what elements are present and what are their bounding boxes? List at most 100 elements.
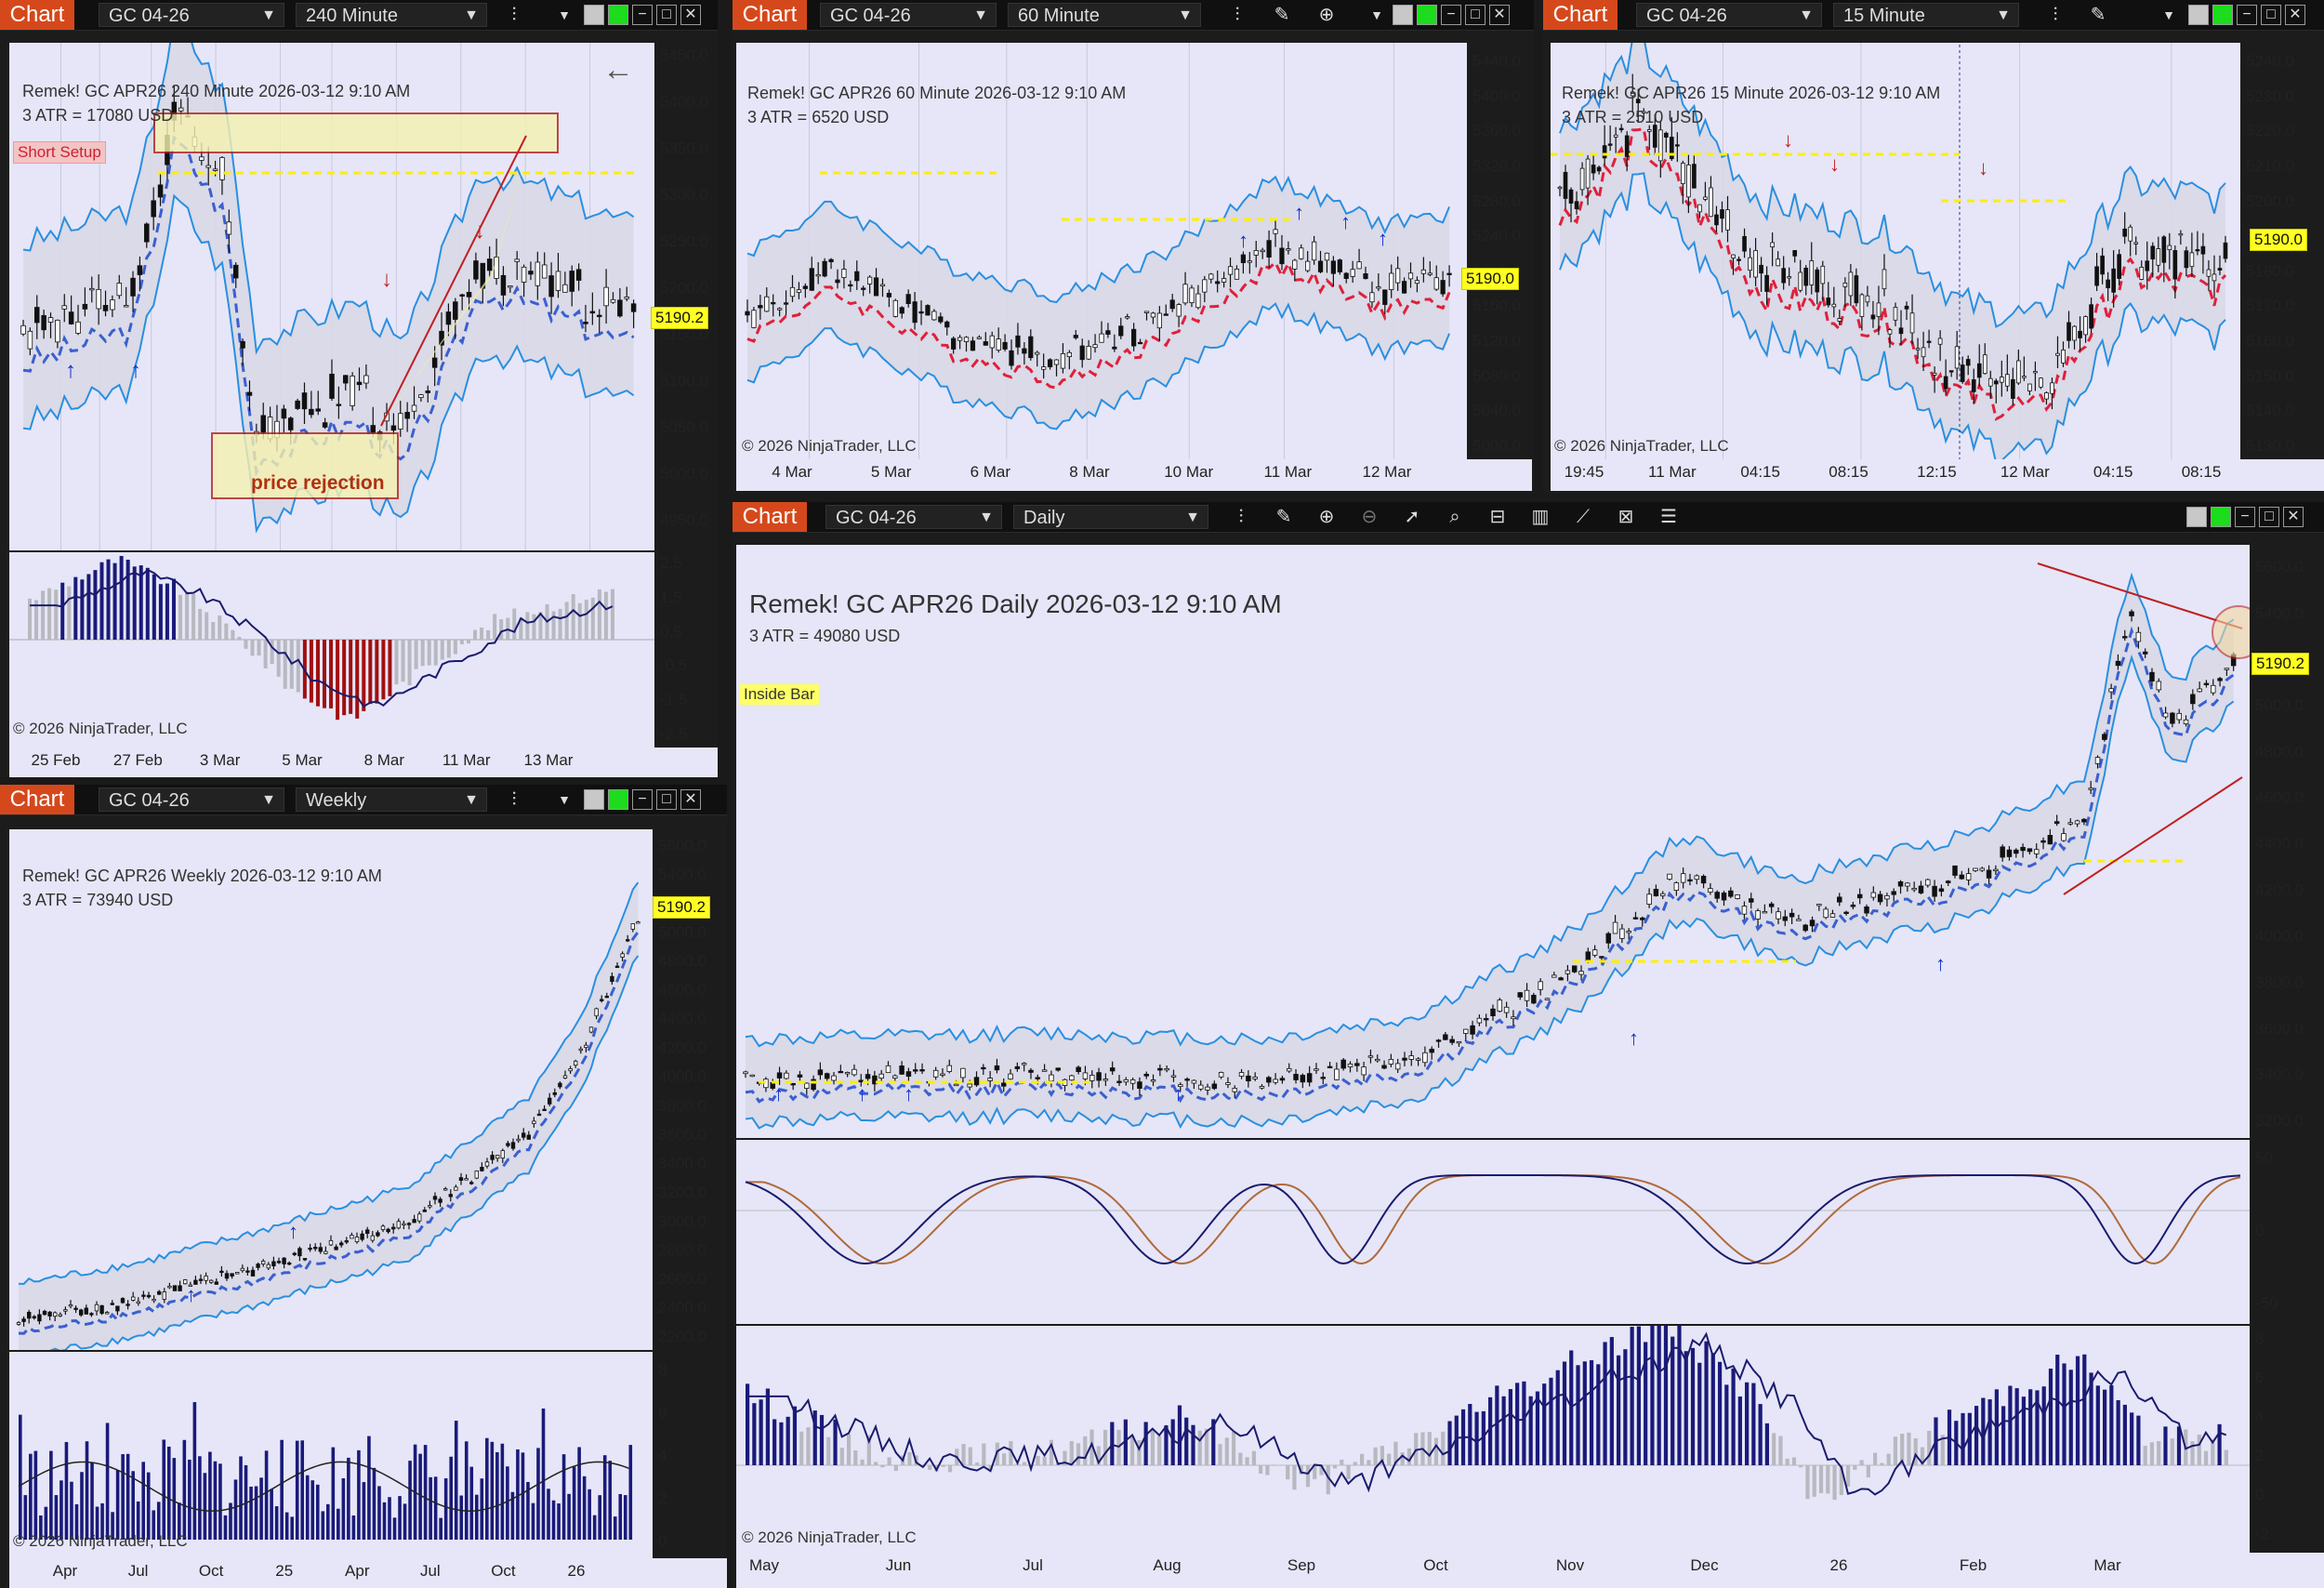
templates-icon[interactable]: ⊠ — [1618, 507, 1634, 527]
link-grey-button[interactable] — [584, 5, 604, 25]
zoom-in-icon[interactable]: ⊕ — [1318, 5, 1335, 25]
bar-style-icon[interactable]: ⫶ — [2053, 5, 2058, 25]
histogram-bar — [1582, 1361, 1587, 1465]
close-icon[interactable]: ✕ — [1489, 5, 1510, 25]
interval-selector[interactable]: Daily ▼ — [1013, 505, 1208, 529]
median-line — [1558, 126, 2227, 421]
pencil-icon[interactable]: ✎ — [1275, 507, 1292, 527]
link-grey-button[interactable] — [584, 789, 604, 810]
bar-style-icon[interactable]: ⫶ — [511, 5, 517, 25]
volume-bar — [398, 1496, 402, 1540]
back-arrow-icon[interactable]: ← — [602, 52, 634, 87]
price-panel-15min[interactable]: ↓ ↓ ↓ Remek! GC APR26 15 Minute 2026-03-12… — [1551, 43, 2240, 459]
pencil-icon[interactable]: ✎ — [1274, 5, 1290, 25]
candle-body — [905, 294, 911, 304]
chart-menu-button[interactable]: Chart — [0, 0, 74, 30]
histogram-bar — [1089, 1429, 1094, 1465]
volume-bar — [464, 1441, 469, 1540]
minimize-icon[interactable]: − — [632, 5, 653, 25]
zoom-out-icon[interactable]: ⊖ — [1361, 507, 1378, 527]
link-grey-button[interactable] — [1393, 5, 1413, 25]
instrument-selector[interactable]: GC 04-26 ▼ — [820, 3, 997, 27]
close-icon[interactable]: ✕ — [2283, 507, 2304, 527]
chart-menu-button[interactable]: Chart — [1543, 0, 1618, 30]
candle-body — [562, 284, 568, 293]
price-panel-daily[interactable]: ↑ ↑ ↑ ↑ ↑ ↑ Remek! GC APR26 Daily 2026-03-12 … — [736, 545, 2250, 1138]
highlight-circle — [2212, 605, 2250, 659]
histogram-bar — [928, 1465, 932, 1470]
instrument-selector[interactable]: GC 04-26 ▼ — [99, 787, 284, 812]
indicators-icon[interactable]: ▥ — [1531, 507, 1550, 527]
minimize-icon[interactable]: − — [2237, 5, 2257, 25]
link-green-button[interactable] — [608, 5, 628, 25]
candle-body — [115, 1305, 120, 1312]
maximize-icon[interactable]: □ — [656, 789, 677, 810]
chart-menu-button[interactable]: Chart — [0, 785, 74, 814]
strategies-icon[interactable]: ⟋ — [1577, 507, 1590, 527]
link-green-button[interactable] — [1417, 5, 1437, 25]
price-panel-60min[interactable]: ↑ ↑ ↑ ↑ Remek! GC APR26 60 Minute 2026-03-1… — [736, 43, 1467, 459]
instrument-selector[interactable]: GC 04-26 ▼ — [1636, 3, 1822, 27]
candle-body — [431, 357, 438, 368]
candle-body — [27, 330, 33, 350]
chevron-down-icon[interactable]: ▼ — [1370, 7, 1383, 22]
histogram-bar — [1839, 1465, 1843, 1496]
chart-canvas-daily: ↑ ↑ ↑ ↑ ↑ ↑ — [743, 562, 2250, 1130]
histogram-bar — [375, 640, 379, 704]
minimize-icon[interactable]: − — [632, 789, 653, 810]
histogram-bar — [401, 640, 405, 682]
chevron-down-icon[interactable]: ▼ — [558, 7, 571, 22]
link-grey-button[interactable] — [2188, 5, 2209, 25]
candle-body — [1402, 1057, 1407, 1061]
bar-style-icon[interactable]: ⫶ — [511, 789, 517, 810]
bar-style-icon[interactable]: ⫶ — [1235, 5, 1240, 25]
close-icon[interactable]: ✕ — [2285, 5, 2305, 25]
histogram-bar — [459, 640, 464, 645]
volume-bar — [536, 1448, 540, 1540]
y-tick-label: 4 — [658, 1447, 667, 1464]
pencil-icon[interactable]: ✎ — [2090, 5, 2106, 25]
maximize-icon[interactable]: □ — [2259, 507, 2279, 527]
histogram-bar — [2143, 1446, 2147, 1465]
interval-selector[interactable]: 15 Minute ▼ — [1833, 3, 2019, 27]
candle-body — [2129, 611, 2134, 616]
candle-body — [1823, 908, 1829, 919]
minimize-icon[interactable]: − — [1441, 5, 1461, 25]
candle-body — [464, 1178, 469, 1181]
maximize-icon[interactable]: □ — [2261, 5, 2281, 25]
interval-selector[interactable]: 240 Minute ▼ — [296, 3, 487, 27]
price-panel-240min[interactable]: ↑ ↑ ↓ ↓ Remek! GC APR26 240 Minute 2026-03-… — [9, 43, 654, 550]
candle-body — [151, 200, 156, 218]
chart-menu-button[interactable]: Chart — [733, 502, 807, 532]
histogram-bar — [1650, 1326, 1655, 1465]
list-icon[interactable]: ☰ — [1660, 507, 1677, 527]
bar-style-icon[interactable]: ⫶ — [1238, 507, 1244, 527]
cursor-icon[interactable]: ➚ — [1404, 507, 1420, 527]
interval-selector[interactable]: Weekly ▼ — [296, 787, 487, 812]
chart-menu-button[interactable]: Chart — [733, 0, 807, 30]
y-tick-label: 3600.0 — [2255, 1019, 2304, 1038]
price-panel-weekly[interactable]: ↑ ↑ Remek! GC APR26 Weekly 2026-03-12 9:1… — [9, 829, 653, 1350]
link-green-button[interactable] — [2212, 5, 2233, 25]
properties-icon[interactable]: ⊟ — [1489, 507, 1506, 527]
x-tick-label: 13 Mar — [523, 751, 574, 769]
data-box-icon[interactable]: ⌕ — [1449, 507, 1460, 527]
volume-bar — [561, 1454, 566, 1540]
link-green-button[interactable] — [608, 789, 628, 810]
link-green-button[interactable] — [2211, 507, 2231, 527]
histogram-bar — [1737, 1396, 1742, 1465]
instrument-selector[interactable]: GC 04-26 ▼ — [99, 3, 284, 27]
instrument-selector[interactable]: GC 04-26 ▼ — [825, 505, 1002, 529]
zoom-in-icon[interactable]: ⊕ — [1318, 507, 1335, 527]
candle-body — [1021, 1063, 1027, 1065]
interval-selector[interactable]: 60 Minute ▼ — [1008, 3, 1201, 27]
maximize-icon[interactable]: □ — [1465, 5, 1486, 25]
minimize-icon[interactable]: − — [2235, 507, 2255, 527]
close-icon[interactable]: ✕ — [680, 5, 701, 25]
link-grey-button[interactable] — [2186, 507, 2207, 527]
close-icon[interactable]: ✕ — [680, 789, 701, 810]
chevron-down-icon[interactable]: ▼ — [2162, 7, 2175, 22]
maximize-icon[interactable]: □ — [656, 5, 677, 25]
chevron-down-icon[interactable]: ▼ — [558, 792, 571, 807]
candle-body — [82, 303, 88, 310]
